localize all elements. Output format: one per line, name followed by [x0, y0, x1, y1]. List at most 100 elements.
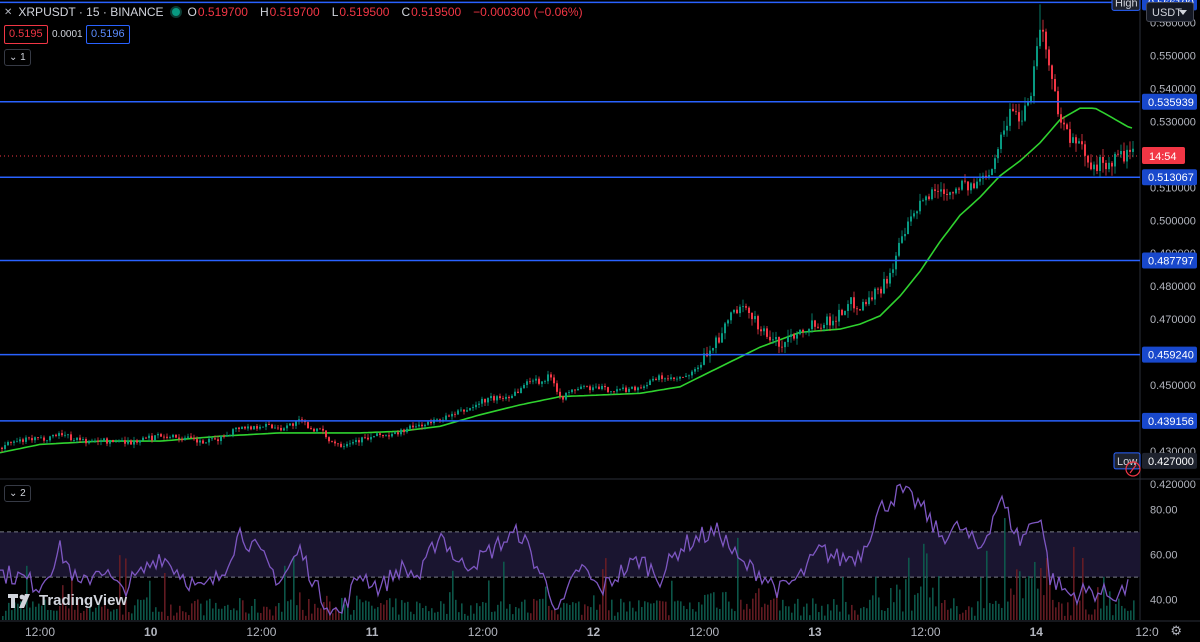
candle-body [646, 385, 648, 387]
candle-body [16, 441, 18, 443]
volume-bar [314, 603, 316, 620]
volume-bar [302, 609, 304, 620]
candle-body [319, 428, 321, 430]
volume-bar [164, 572, 166, 620]
level-price-label: 0.459240 [1148, 350, 1194, 362]
volume-bar [641, 607, 643, 620]
buy-price-button[interactable]: 0.5196 [86, 25, 130, 44]
volume-bar [413, 614, 415, 620]
tradingview-logo[interactable]: TradingView [8, 592, 127, 609]
candle-body [172, 434, 174, 438]
candle-body [979, 178, 981, 182]
candle-body [640, 387, 642, 389]
candle-body [847, 304, 849, 312]
currency-select[interactable]: USDT [1146, 2, 1194, 22]
volume-bar [857, 614, 859, 620]
volume-bar [38, 603, 40, 620]
candle-body [958, 188, 960, 190]
volume-bar [779, 610, 781, 620]
volume-bar [1094, 609, 1096, 620]
volume-bar [140, 599, 142, 620]
candle-body [157, 434, 159, 436]
candle-body [454, 413, 456, 415]
volume-bar [671, 580, 673, 620]
volume-bar [242, 600, 244, 620]
volume-bar [428, 611, 430, 620]
pane-1-toggle[interactable]: ⌄ 1 [4, 49, 31, 66]
candle-body [472, 407, 474, 409]
volume-bar [233, 608, 235, 620]
volume-bar [515, 606, 517, 620]
candle-body [187, 436, 189, 438]
volume-bar [305, 615, 307, 620]
volume-bar [389, 598, 391, 620]
candle-body [487, 398, 489, 403]
candle-body [205, 442, 207, 444]
volume-bar [758, 588, 760, 620]
volume-bar [797, 598, 799, 620]
candle-body [844, 311, 846, 315]
volume-bar [209, 598, 211, 620]
volume-bar [17, 603, 19, 620]
candle-body [1072, 137, 1074, 143]
price-tick-label: 0.500000 [1150, 215, 1196, 227]
tradingview-logo-icon [8, 593, 30, 608]
volume-bar [722, 592, 724, 620]
volume-bar [407, 601, 409, 620]
candle-body [73, 440, 75, 441]
volume-bar [977, 601, 979, 620]
candle-body [1000, 134, 1002, 150]
volume-bar [884, 610, 886, 620]
candle-body [262, 426, 264, 428]
candle-body [715, 337, 717, 349]
candle-body [136, 440, 138, 443]
volume-bar [893, 602, 895, 620]
sell-price-button[interactable]: 0.5195 [4, 25, 48, 44]
time-tick-label: 11 [366, 625, 379, 639]
volume-bar [32, 601, 34, 620]
candle-body [388, 435, 390, 437]
volume-bar [332, 613, 334, 620]
candle-body [145, 437, 147, 439]
volume-bar [86, 608, 88, 620]
volume-bar [116, 608, 118, 620]
candle-body [736, 309, 738, 314]
volume-bar [668, 615, 670, 620]
volume-bar [65, 605, 67, 620]
volume-bar [926, 553, 928, 620]
candle-body [856, 308, 858, 310]
candle-body [571, 389, 573, 393]
pane-2-toggle[interactable]: ⌄ 2 [4, 485, 31, 502]
candle-body [1087, 155, 1089, 163]
volume-bar [923, 543, 925, 620]
volume-bar [998, 603, 1000, 620]
candle-body [997, 149, 999, 159]
candle-body [7, 442, 9, 446]
candle-body [1027, 102, 1029, 106]
volume-bar [59, 605, 61, 620]
candle-body [670, 377, 672, 380]
symbol-title[interactable]: XRPUSDT · 15 · BINANCE [18, 5, 164, 19]
close-value: 0.519500 [411, 5, 462, 19]
settings-gear-icon[interactable]: ⚙ [1170, 623, 1182, 638]
volume-bar [1121, 605, 1123, 620]
volume-bar [701, 604, 703, 620]
candle-body [850, 297, 852, 305]
volume-bar [338, 612, 340, 620]
candle-body [163, 436, 165, 438]
candle-body [697, 367, 699, 370]
volume-bar [833, 599, 835, 620]
candle-body [772, 339, 774, 341]
volume-bar [848, 614, 850, 620]
volume-bar [335, 606, 337, 620]
volume-bar [80, 613, 82, 620]
candle-body [937, 190, 939, 192]
candle-body [922, 200, 924, 202]
volume-bar [773, 598, 775, 620]
candle-body [322, 428, 324, 431]
candle-body [790, 334, 792, 337]
volume-bar [734, 611, 736, 620]
volume-bar [266, 606, 268, 620]
spread-value: 0.0001 [52, 29, 83, 40]
